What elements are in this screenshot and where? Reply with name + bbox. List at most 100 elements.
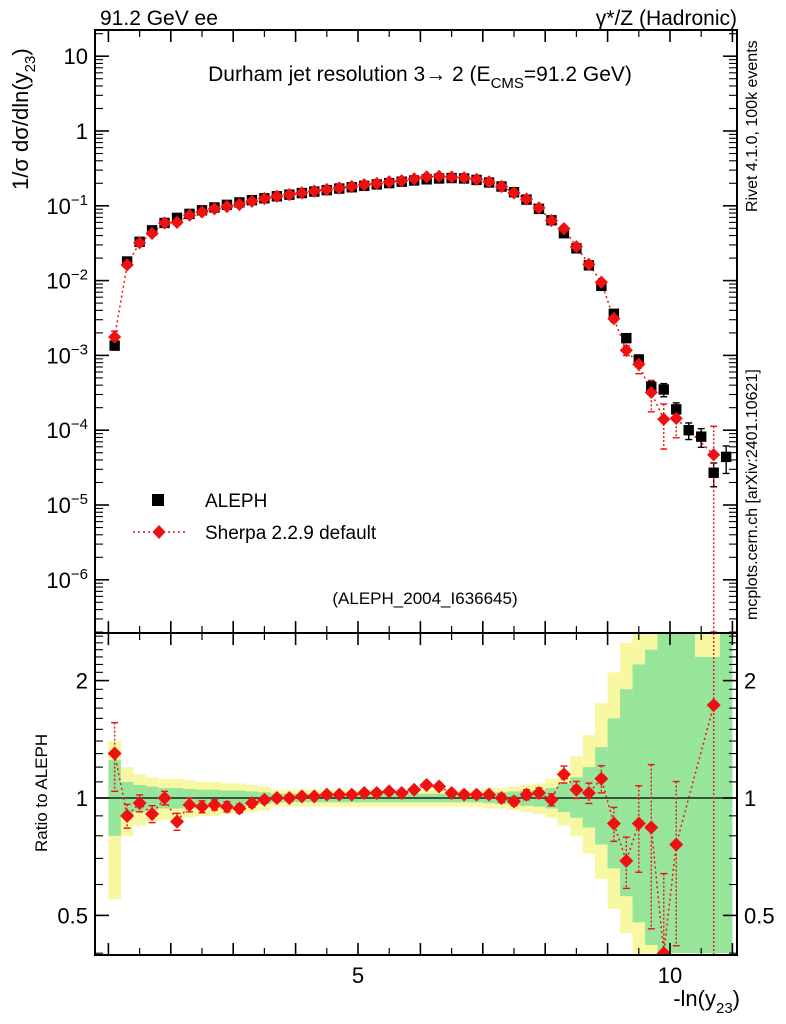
- band-green-rect: [620, 689, 633, 897]
- ratio-marker: [394, 785, 409, 800]
- sherpa-marker: [295, 186, 309, 200]
- sherpa-marker: [532, 201, 546, 215]
- legend: ALEPH Sherpa 2.2.9 default: [133, 491, 377, 544]
- y-tick-label-main: 10−5: [46, 491, 88, 518]
- header-beam-energy: 91.2 GeV ee: [100, 7, 218, 30]
- sherpa-marker: [669, 411, 683, 425]
- y-axis-label-ratio: Ratio to ALEPH: [32, 734, 51, 852]
- legend-aleph-label: ALEPH: [205, 491, 267, 512]
- ratio-marker: [494, 791, 509, 805]
- x-tick-label: 5: [352, 963, 364, 988]
- sherpa-marker: [370, 176, 384, 191]
- sherpa-marker: [582, 257, 596, 271]
- ratio-marker: [132, 796, 147, 811]
- sherpa-marker: [332, 181, 346, 195]
- ratio-marker: [556, 767, 571, 782]
- sherpa-marker: [432, 169, 446, 183]
- sherpa-marker: [607, 312, 621, 326]
- sherpa-marker: [657, 412, 671, 426]
- ratio-tick-label: 0.5: [57, 903, 88, 928]
- rivet-version-note: Rivet 4.1.0, 100k events: [744, 40, 761, 212]
- sherpa-marker: [182, 208, 197, 222]
- ratio-marker: [669, 837, 684, 852]
- ratio-marker: [519, 787, 534, 802]
- ratio-marker: [244, 796, 259, 811]
- ratio-marker: [482, 787, 497, 802]
- y-axis-label-post: ): [8, 48, 33, 55]
- sherpa-marker: [345, 179, 359, 194]
- aleph-marker: [720, 451, 732, 463]
- band-green-rect: [670, 633, 683, 954]
- ratio-marker: [432, 779, 447, 794]
- ratio-tick-label: 2: [744, 669, 756, 694]
- ratio-marker: [644, 820, 659, 835]
- mcplots-arxiv-note: mcplots.cern.ch [arXiv:2401.10621]: [744, 369, 761, 620]
- ratio-marker: [619, 853, 634, 868]
- sherpa-marker: [569, 240, 583, 254]
- band-green-rect: [595, 747, 608, 845]
- ratio-marker: [120, 808, 135, 823]
- ratio-marker: [531, 785, 546, 800]
- ratio-marker: [594, 771, 609, 786]
- y-tick-label-main: 10−1: [46, 192, 88, 219]
- ratio-marker: [307, 789, 322, 804]
- y-axis-label-main: 1/σ dσ/dln(y23): [8, 48, 39, 190]
- sherpa-marker: [632, 357, 646, 371]
- axes-layer: 5 10 10 1 10−1 10−2 10−3 10−4 10−5 10−6 0.5 0.5 1 1 2 2: [46, 29, 775, 988]
- plot-title-sub: CMS: [491, 75, 524, 92]
- sherpa-marker: [245, 194, 259, 208]
- legend-sherpa-label: Sherpa 2.2.9 default: [205, 523, 377, 544]
- ratio-marker: [581, 785, 596, 800]
- sherpa-marker: [494, 179, 509, 194]
- legend-sherpa-marker: [152, 525, 166, 539]
- ratio-marker: [457, 787, 472, 802]
- sherpa-marker: [145, 226, 159, 240]
- y-tick-label-main: 1: [76, 119, 88, 144]
- y-tick-label-main: 10: [64, 44, 88, 69]
- band-green-rect: [682, 633, 695, 954]
- band-green-rect: [719, 633, 733, 954]
- sherpa-marker: [320, 182, 334, 197]
- ratio-marker: [706, 698, 721, 713]
- ratio-marker: [219, 799, 234, 814]
- sherpa-marker: [282, 188, 296, 202]
- ratio-tick-label: 1: [76, 786, 88, 811]
- band-green-rect: [694, 656, 708, 954]
- analysis-watermark: (ALEPH_2004_I636645): [332, 589, 517, 608]
- ratio-marker: [107, 746, 122, 761]
- ratio-marker: [382, 784, 397, 799]
- sherpa-marker: [232, 197, 247, 212]
- ratio-marker: [332, 787, 347, 802]
- y-axis-label-sub: 23: [22, 56, 39, 73]
- sherpa-marker: [270, 189, 284, 203]
- sherpa-marker: [519, 192, 534, 206]
- ratio-marker: [369, 785, 384, 800]
- sherpa-marker: [507, 186, 521, 200]
- aleph-marker: [658, 384, 669, 395]
- sherpa-marker: [108, 330, 122, 344]
- ratio-marker: [569, 782, 584, 797]
- main-panel-frame: [94, 29, 738, 634]
- sherpa-marker: [357, 178, 371, 192]
- ratio-marker: [507, 794, 521, 809]
- plot-title-post: =91.2 GeV): [524, 63, 632, 86]
- ratio-marker: [232, 801, 247, 816]
- ratio-marker: [195, 799, 209, 814]
- sherpa-marker: [544, 214, 559, 228]
- sherpa-marker: [307, 184, 321, 198]
- sherpa-marker: [420, 170, 434, 184]
- aleph-marker: [708, 467, 719, 478]
- sherpa-marker: [644, 385, 658, 400]
- x-tick-label: 10: [658, 963, 682, 988]
- sherpa-marker: [170, 215, 184, 229]
- ratio-marker: [469, 787, 484, 802]
- ratio-marker: [182, 797, 197, 812]
- y-tick-label-main: 10−3: [46, 341, 88, 368]
- legend-aleph-marker: [152, 494, 164, 506]
- sherpa-marker: [557, 222, 571, 236]
- header-process: γ*/Z (Hadronic): [596, 7, 737, 30]
- sherpa-marker: [133, 236, 147, 250]
- ratio-marker: [606, 816, 621, 831]
- x-axis-label-pre: -ln(y: [673, 986, 716, 1011]
